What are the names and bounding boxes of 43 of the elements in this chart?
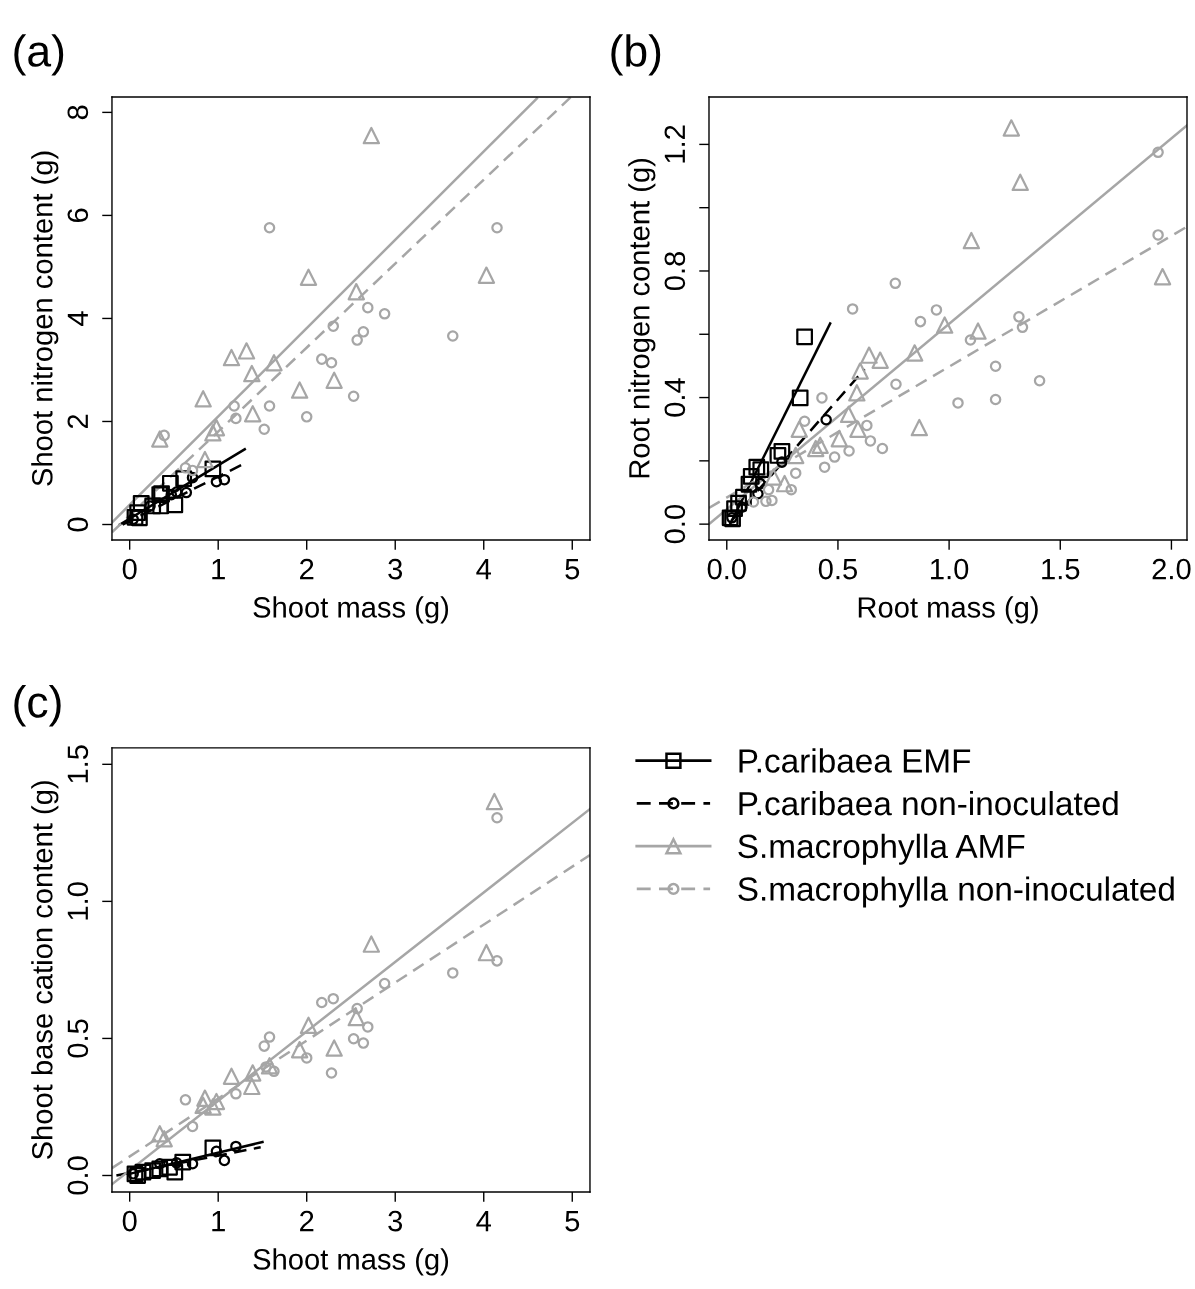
y-axis-title: Shoot base cation content (g) — [31, 781, 59, 1160]
y-tick-label: 4 — [67, 311, 88, 326]
legend-label: S.macrophylla AMF — [738, 833, 1025, 865]
x-tick-label: 1 — [212, 1211, 225, 1232]
y-tick-label: 0.5 — [67, 1019, 89, 1058]
y-tick-label: 0 — [67, 517, 89, 532]
legend-label: P.caribaea EMF — [739, 748, 971, 773]
x-tick-label: 1.5 — [1042, 559, 1080, 580]
x-tick-label: 0 — [122, 558, 137, 580]
y-tick-label: 0.0 — [67, 1156, 89, 1195]
x-tick-label: 5 — [565, 559, 580, 580]
x-axis-title: Shoot mass (g) — [253, 596, 449, 624]
y-axis-title: Shoot nitrogen content (g) — [31, 151, 59, 486]
y-tick-label: 0.0 — [664, 505, 686, 544]
x-tick-label: 4 — [476, 1211, 492, 1232]
x-tick-label: 3 — [388, 558, 403, 580]
y-tick-label: 1.0 — [67, 882, 89, 920]
x-tick-label: 2.0 — [1152, 558, 1191, 580]
x-tick-label: 0 — [122, 1210, 137, 1232]
x-axis-title: Root mass (g) — [858, 596, 1038, 624]
chart-title: (c) — [14, 685, 61, 727]
y-tick-label: 1.2 — [664, 125, 685, 163]
x-tick-label: 2 — [300, 558, 314, 580]
legend-label: P.caribaea non-inoculated — [739, 790, 1118, 816]
x-tick-label: 0.5 — [818, 558, 857, 580]
chart-title: (b) — [611, 34, 661, 76]
x-tick-label: 1.0 — [931, 558, 969, 580]
y-tick-label: 8 — [67, 105, 89, 120]
chart-title: (a) — [14, 34, 64, 76]
x-tick-label: 1 — [212, 559, 225, 580]
y-tick-label: 6 — [67, 208, 89, 223]
legend-label: S.macrophylla non-inoculated — [738, 876, 1174, 908]
y-tick-label: 0.8 — [664, 251, 686, 291]
y-axis-title: Root nitrogen content (g) — [628, 158, 656, 478]
x-tick-label: 0.0 — [707, 558, 746, 580]
x-tick-label: 5 — [565, 1211, 580, 1232]
y-tick-label: 1.5 — [67, 745, 89, 783]
y-tick-label: 2 — [67, 414, 88, 429]
x-tick-label: 2 — [300, 1210, 314, 1232]
x-axis-title: Shoot mass (g) — [253, 1248, 449, 1276]
y-tick-label: 0.4 — [664, 378, 686, 417]
x-tick-label: 3 — [388, 1210, 403, 1232]
x-tick-label: 4 — [476, 559, 492, 580]
